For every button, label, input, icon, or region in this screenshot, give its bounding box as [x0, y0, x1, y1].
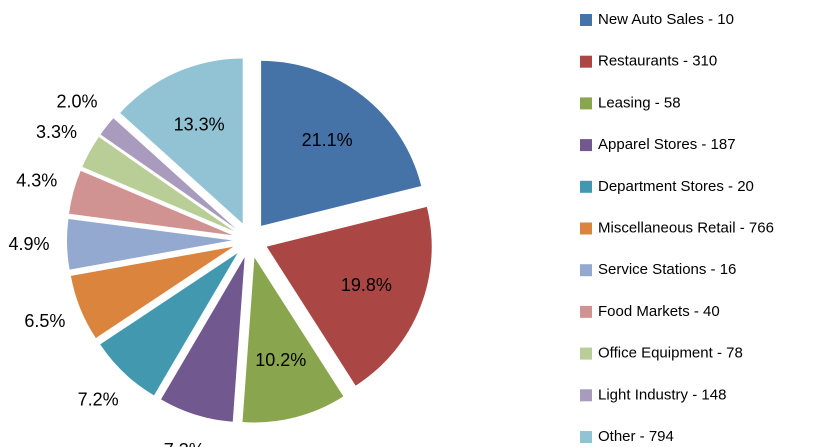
data-label: 2.0%: [56, 91, 97, 111]
pie-slice: [161, 257, 245, 422]
legend-swatch: [580, 222, 592, 235]
data-label: 3.3%: [36, 122, 77, 142]
pie-slice: [100, 118, 236, 229]
pie-slice: [69, 170, 233, 236]
data-label: 21.1%: [302, 130, 353, 150]
legend-swatch: [580, 14, 592, 26]
pie-slice: [261, 60, 422, 226]
legend-label: Food Markets - 40: [598, 303, 720, 320]
legend-swatch: [580, 389, 592, 402]
legend-label: Office Equipment - 78: [598, 345, 743, 362]
legend-swatch: [580, 305, 592, 318]
legend-label: New Auto Sales - 10: [598, 11, 734, 28]
legend-swatch: [580, 264, 592, 277]
legend-label: Light Industry - 148: [598, 386, 726, 403]
pie-slice: [70, 246, 234, 339]
data-label: 7.3%: [164, 440, 205, 447]
legend-swatch: [580, 431, 592, 443]
legend-swatch: [580, 97, 592, 110]
legend-label: Restaurants - 310: [598, 53, 717, 70]
pie-slice: [100, 253, 238, 396]
pie-slice: [67, 218, 233, 270]
pie-slice: [242, 257, 344, 423]
data-label: 7.2%: [78, 389, 119, 409]
data-label: 19.8%: [341, 275, 392, 295]
legend-swatch: [580, 55, 592, 68]
legend-label: Department Stores - 20: [598, 178, 754, 195]
data-label: 4.9%: [9, 234, 50, 254]
pie-slice: [82, 136, 235, 232]
data-label: 6.5%: [24, 311, 65, 331]
pie-slice: [266, 206, 432, 386]
data-label: 4.3%: [16, 171, 57, 191]
pie-slice: [120, 58, 243, 224]
legend-label: Service Stations - 16: [598, 261, 736, 278]
legend-label: Leasing - 58: [598, 94, 681, 111]
legend-label: Apparel Stores - 187: [598, 136, 736, 153]
data-label: 10.2%: [255, 350, 306, 370]
legend-label: Miscellaneous Retail - 766: [598, 219, 774, 236]
data-label: 13.3%: [174, 114, 225, 134]
legend-label: Other - 794: [598, 428, 674, 445]
legend-swatch: [580, 347, 592, 360]
legend-swatch: [580, 139, 592, 152]
legend-swatch: [580, 180, 592, 193]
